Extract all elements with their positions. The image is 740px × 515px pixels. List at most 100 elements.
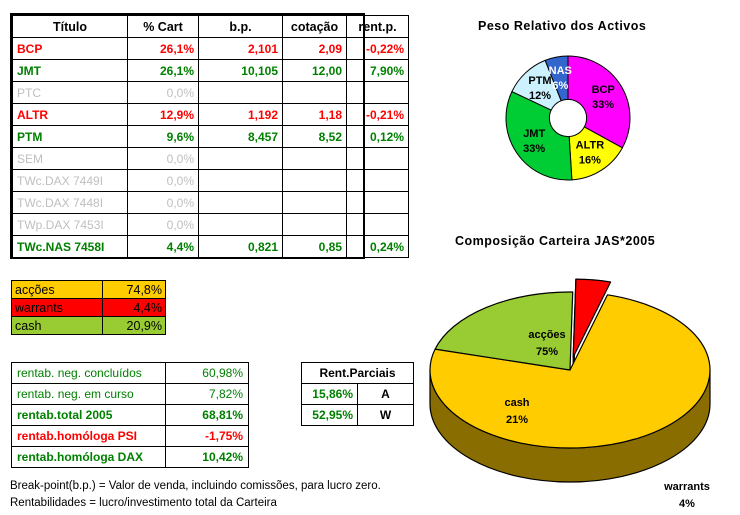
- table-row[interactable]: ALTR 12,9% 1,192 1,18 -0,21%: [12, 103, 409, 126]
- column-header-titulo: Título: [12, 15, 128, 38]
- rentability-row-label: rentab. neg. concluídos: [11, 362, 166, 384]
- partials-header-label: Rent.Parciais: [301, 362, 414, 384]
- rentability-row-value: 68,81%: [165, 404, 249, 426]
- cell-bp: 2,101: [198, 37, 283, 60]
- footnote-breakpoint: Break-point(b.p.) = Valor de venda, incl…: [10, 480, 381, 492]
- rentability-row-label: rentab.total 2005: [11, 404, 166, 426]
- table-row[interactable]: TWc.DAX 7449I 0,0%: [12, 169, 409, 192]
- allocation-row-label: acções: [11, 280, 103, 299]
- cell-pct-cart: 0,0%: [127, 169, 199, 192]
- cell-rentp: 0,24%: [346, 235, 409, 258]
- pie-slice-value-jmt: 33%: [523, 143, 545, 155]
- allocation-row-value: 4,4%: [102, 298, 166, 317]
- rentability-row-label: rentab.homóloga PSI: [11, 425, 166, 447]
- rentability-table[interactable]: rentab. neg. concluídos 60,98% rentab. neg…: [11, 362, 249, 468]
- allocation-row[interactable]: acções 74,8%: [11, 280, 166, 299]
- cell-titulo: JMT: [12, 59, 128, 82]
- cell-rentp: [346, 191, 409, 214]
- pie3d-slice-acções: [429, 294, 711, 449]
- pie-slice-value-bcp: 33%: [592, 99, 614, 111]
- cell-bp: 0,821: [198, 235, 283, 258]
- cell-rentp: 0,12%: [346, 125, 409, 148]
- composicao-carteira-chart: acções 75% cash 21% warrants 4%: [429, 278, 711, 510]
- cell-cotacao: 1,18: [282, 103, 347, 126]
- cell-rentp: [346, 81, 409, 104]
- allocation-table[interactable]: acções 74,8% warrants 4,4% cash 20,9%: [11, 280, 166, 335]
- partials-header-row: Rent.Parciais: [301, 362, 414, 384]
- cell-cotacao: 8,52: [282, 125, 347, 148]
- rentability-row-value: 7,82%: [165, 383, 249, 405]
- pie-slice-label-jmt: JMT: [523, 128, 545, 140]
- rentability-table-body: rentab. neg. concluídos 60,98% rentab. neg…: [11, 362, 249, 468]
- table-row[interactable]: TWc.NAS 7458I 4,4% 0,821 0,85 0,24%: [12, 235, 409, 258]
- allocation-row-label: warrants: [11, 298, 103, 317]
- cell-rentp: -0,22%: [346, 37, 409, 60]
- partial-returns-body: 15,86% A 52,95% W: [301, 383, 414, 426]
- pie3d-slice-warrants: [572, 278, 612, 358]
- table-row[interactable]: TWc.DAX 7448I 0,0%: [12, 191, 409, 214]
- cell-cotacao: 12,00: [282, 59, 347, 82]
- cell-titulo: TWp.DAX 7453I: [12, 213, 128, 236]
- rentability-row[interactable]: rentab. neg. concluídos 60,98%: [11, 362, 249, 384]
- table-row[interactable]: JMT 26,1% 10,105 12,00 7,90%: [12, 59, 409, 82]
- cell-cotacao: [282, 213, 347, 236]
- pie3d-label-cash: cash: [504, 397, 529, 409]
- pie-slice-value-altr: 16%: [579, 155, 601, 167]
- allocation-row[interactable]: warrants 4,4%: [11, 298, 166, 317]
- pie3d-label-warrants: warrants: [663, 481, 710, 493]
- table-row[interactable]: SEM 0,0%: [12, 147, 409, 170]
- holdings-table[interactable]: Título % Cart b.p. cotação rent.p. BCP 26…: [12, 15, 409, 258]
- footnote-rentabilidades: Rentabilidades = lucro/investimento tota…: [10, 497, 277, 509]
- pie-slice-nas: [544, 55, 569, 102]
- partial-return-value: 52,95%: [301, 404, 358, 426]
- column-header-bp: b.p.: [198, 15, 283, 38]
- cell-pct-cart: 0,0%: [127, 81, 199, 104]
- pie3d-value-acções: 75%: [536, 346, 558, 358]
- pie3d-value-warrants: 4%: [679, 498, 695, 510]
- cell-bp: 1,192: [198, 103, 283, 126]
- cell-cotacao: 0,85: [282, 235, 347, 258]
- cell-bp: 8,457: [198, 125, 283, 148]
- table-row[interactable]: PTC 0,0%: [12, 81, 409, 104]
- table-row[interactable]: PTM 9,6% 8,457 8,52 0,12%: [12, 125, 409, 148]
- cell-titulo: TWc.DAX 7449I: [12, 169, 128, 192]
- partial-return-tag: W: [357, 404, 414, 426]
- cell-titulo: SEM: [12, 147, 128, 170]
- rentability-row-value: -1,75%: [165, 425, 249, 447]
- cell-bp: 10,105: [198, 59, 283, 82]
- pie3d-chart-title: Composição Carteira JAS*2005: [455, 234, 656, 248]
- allocation-row-value: 20,9%: [102, 316, 166, 335]
- partial-returns-table[interactable]: Rent.Parciais 15,86% A 52,95% W: [301, 362, 414, 426]
- cell-rentp: [346, 169, 409, 192]
- cell-pct-cart: 26,1%: [127, 59, 199, 82]
- rentability-row-label: rentab.homóloga DAX: [11, 446, 166, 468]
- cell-pct-cart: 0,0%: [127, 147, 199, 170]
- cell-rentp: 7,90%: [346, 59, 409, 82]
- table-row[interactable]: BCP 26,1% 2,101 2,09 -0,22%: [12, 37, 409, 60]
- partial-return-row[interactable]: 15,86% A: [301, 383, 414, 405]
- pie-slice-jmt: [505, 90, 573, 181]
- rentability-row-value: 10,42%: [165, 446, 249, 468]
- rentability-row[interactable]: rentab.homóloga DAX 10,42%: [11, 446, 249, 468]
- partial-return-row[interactable]: 52,95% W: [301, 404, 414, 426]
- pie3d-slice-cash: [434, 291, 574, 371]
- allocation-row[interactable]: cash 20,9%: [11, 316, 166, 335]
- cell-rentp: -0,21%: [346, 103, 409, 126]
- cell-bp: [198, 81, 283, 104]
- cell-cotacao: [282, 147, 347, 170]
- cell-rentp: [346, 213, 409, 236]
- rentability-row[interactable]: rentab.homóloga PSI -1,75%: [11, 425, 249, 447]
- cell-cotacao: [282, 81, 347, 104]
- rentability-row[interactable]: rentab.total 2005 68,81%: [11, 404, 249, 426]
- pie3d-value-cash: 21%: [506, 414, 528, 426]
- allocation-row-label: cash: [11, 316, 103, 335]
- cell-bp: [198, 169, 283, 192]
- table-row[interactable]: TWp.DAX 7453I 0,0%: [12, 213, 409, 236]
- allocation-table-body: acções 74,8% warrants 4,4% cash 20,9%: [11, 280, 166, 335]
- cell-pct-cart: 4,4%: [127, 235, 199, 258]
- column-header-pct-cart: % Cart: [127, 15, 199, 38]
- peso-relativo-dos-activos-chart: BCP 33% ALTR 16% JMT 33% PTM 12% NAS 6%: [505, 55, 631, 181]
- rentability-row[interactable]: rentab. neg. em curso 7,82%: [11, 383, 249, 405]
- cell-titulo: PTM: [12, 125, 128, 148]
- cell-cotacao: 2,09: [282, 37, 347, 60]
